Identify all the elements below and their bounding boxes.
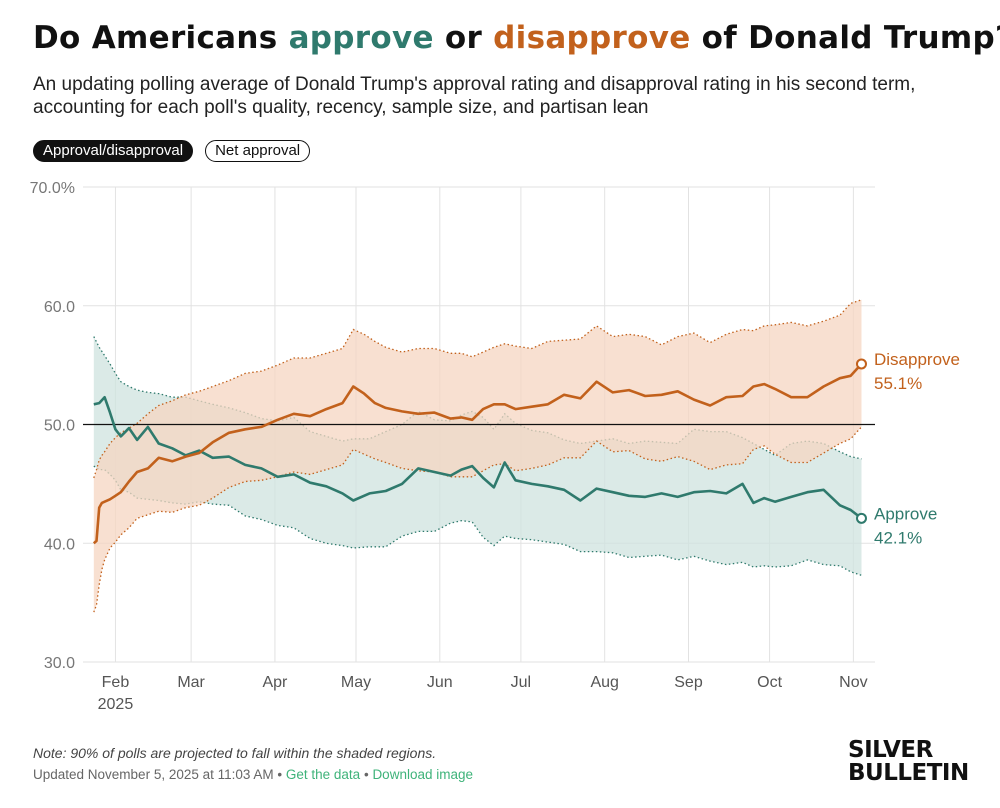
disapprove-series-label: Disapprove	[874, 350, 960, 369]
disapprove-value-label: 55.1%	[874, 374, 922, 393]
x-tick-label: Mar	[177, 674, 205, 691]
chart-subtitle: An updating polling average of Donald Tr…	[33, 74, 916, 118]
x-tick-label: May	[341, 674, 371, 691]
x-tick-label: Feb	[102, 674, 130, 691]
title-approve-word: approve	[288, 20, 434, 56]
toggle-approval-disapproval[interactable]: Approval/disapproval	[33, 140, 194, 162]
view-toggle-group: Approval/disapproval Net approval	[33, 140, 311, 162]
disapprove-line	[92, 363, 863, 545]
disapprove-confidence-band	[93, 299, 862, 613]
disapprove-end-marker	[855, 358, 867, 370]
x-tick-label: Apr	[262, 674, 288, 691]
y-tick-label: 70.0%	[30, 180, 75, 197]
separator: •	[360, 767, 373, 782]
x-tick-label: Nov	[839, 674, 867, 691]
toggle-net-approval[interactable]: Net approval	[205, 140, 311, 162]
y-tick-label: 50.0	[44, 418, 75, 435]
approve-series-label: Approve	[874, 504, 937, 523]
chart-title: Do Americans approve or disapprove of Do…	[33, 20, 1000, 56]
title-or: or	[433, 20, 494, 56]
download-image-link[interactable]: Download image	[372, 767, 473, 782]
approve-value-label: 42.1%	[874, 528, 922, 547]
title-part1: Do Americans	[33, 20, 289, 56]
x-tick-sublabel: 2025	[98, 696, 134, 713]
x-tick-label: Jul	[511, 674, 531, 691]
approve-end-marker	[855, 512, 867, 524]
approve-line	[93, 395, 863, 520]
update-line: Updated November 5, 2025 at 11:03 AM • G…	[33, 767, 473, 782]
silver-bulletin-logo: SILVER BULLETIN	[848, 739, 969, 785]
title-part2: of Donald Trump?	[690, 20, 1000, 56]
x-tick-label: Jun	[427, 674, 453, 691]
y-tick-label: 40.0	[44, 536, 75, 553]
x-tick-label: Aug	[590, 674, 618, 691]
footnote: Note: 90% of polls are projected to fall…	[33, 745, 437, 761]
logo-line-2: BULLETIN	[848, 760, 969, 786]
updated-timestamp: Updated November 5, 2025 at 11:03 AM	[33, 767, 274, 782]
title-disapprove-word: disapprove	[493, 20, 691, 56]
separator: •	[273, 767, 286, 782]
x-tick-label: Oct	[757, 674, 782, 691]
logo-line-1: SILVER	[848, 737, 933, 763]
x-tick-label: Sep	[674, 674, 703, 691]
y-tick-label: 60.0	[44, 299, 75, 316]
y-tick-label: 30.0	[44, 655, 75, 672]
approval-chart: 70.0% 60.0 50.0 40.0 30.0 Feb 2025 Mar Apr May Jun…	[30, 180, 960, 713]
get-data-link[interactable]: Get the data	[285, 767, 361, 782]
